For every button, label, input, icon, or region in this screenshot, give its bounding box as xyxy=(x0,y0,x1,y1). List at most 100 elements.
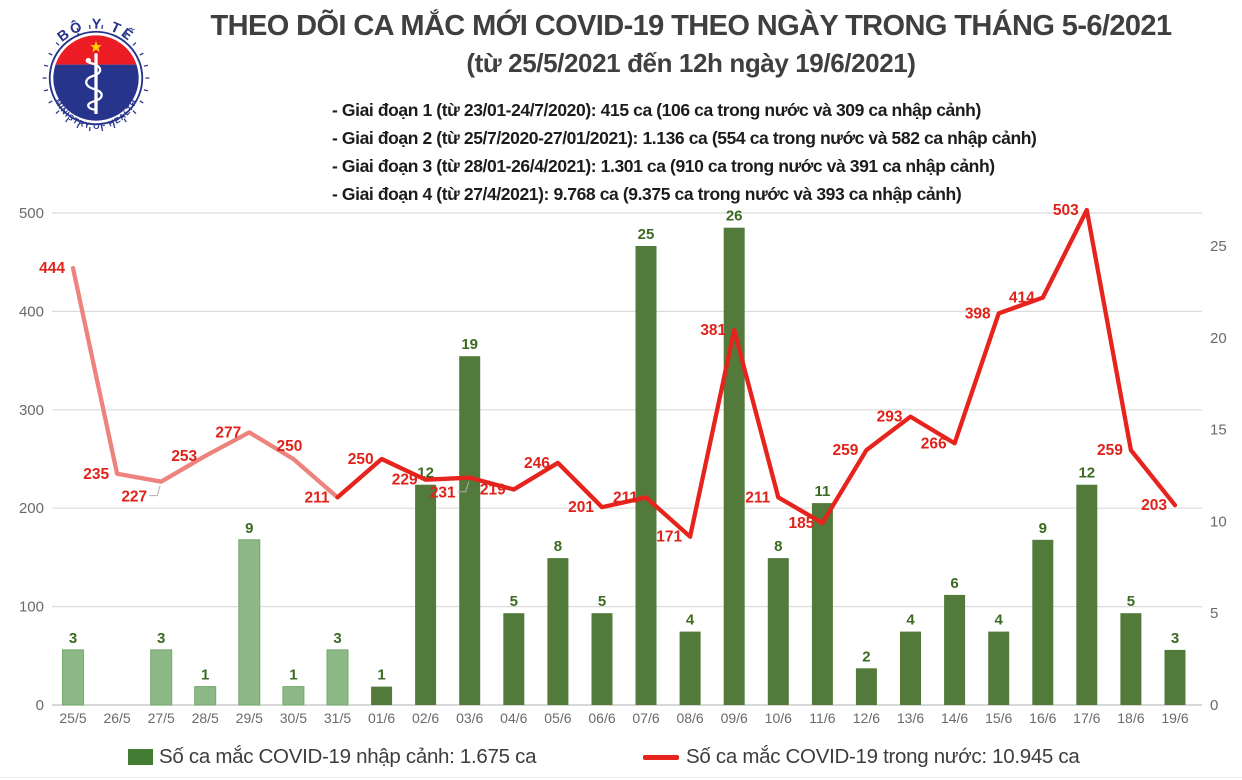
date-label: 02/6 xyxy=(412,710,439,726)
left-axis-tick-label: 500 xyxy=(19,205,44,222)
date-label: 19/6 xyxy=(1161,710,1188,726)
label-leader-line xyxy=(457,481,470,493)
logo-tick xyxy=(101,126,104,132)
left-axis-tick-label: 300 xyxy=(19,402,44,419)
bar xyxy=(150,649,173,706)
bar xyxy=(415,484,437,705)
bar xyxy=(194,686,217,706)
bar-value-label: 8 xyxy=(774,538,782,555)
date-label: 13/6 xyxy=(897,710,924,726)
right-axis-tick-label: 25 xyxy=(1210,238,1227,255)
gridlines xyxy=(52,212,1202,706)
date-label: 29/5 xyxy=(236,710,263,726)
logo-tick xyxy=(43,64,49,67)
date-label: 31/5 xyxy=(324,710,351,726)
logo-tick xyxy=(112,27,116,33)
bar-value-label: 2 xyxy=(862,648,870,665)
line-value-label: 253 xyxy=(171,448,197,465)
date-label: 17/6 xyxy=(1073,710,1100,726)
date-label: 30/5 xyxy=(280,710,307,726)
bar-value-label: 26 xyxy=(726,208,743,225)
legend-imported-cases: Số ca mắc COVID-19 nhập cảnh: 1.675 ca xyxy=(128,744,536,770)
left-axis-tick-label: 100 xyxy=(19,599,44,616)
line-value-label: 235 xyxy=(83,466,109,483)
bar xyxy=(635,246,657,705)
page-title: THEO DÕI CA MẮC MỚI COVID-19 THEO NGÀY T… xyxy=(210,10,1173,42)
date-label: 11/6 xyxy=(809,710,835,726)
bar-value-label: 3 xyxy=(333,630,341,647)
bar xyxy=(371,686,393,705)
line-legend-swatch xyxy=(643,754,679,760)
label-leader-line xyxy=(149,485,161,497)
left-axis-tick-label: 200 xyxy=(19,500,44,517)
line-value-label: 203 xyxy=(1141,497,1167,514)
logo-tick xyxy=(101,24,104,30)
logo-tick xyxy=(65,33,69,38)
bar xyxy=(326,649,349,706)
bar-value-label: 3 xyxy=(157,630,165,647)
case-line-june xyxy=(335,207,1178,539)
bar xyxy=(591,613,613,705)
bar-value-label: 9 xyxy=(1039,520,1047,537)
phase-line-2: - Giai đoạn 2 (từ 25/7/2020-27/01/2021):… xyxy=(332,128,1037,148)
bar xyxy=(1164,649,1186,705)
logo-tick xyxy=(132,42,137,46)
line-value-label: 201 xyxy=(568,499,594,516)
logo-tick xyxy=(88,24,91,30)
line-value-label: 293 xyxy=(877,409,903,426)
right-axis-tick-label: 5 xyxy=(1210,605,1218,622)
bar xyxy=(1076,484,1098,705)
line-value-label: 277 xyxy=(215,424,241,441)
bar-value-label: 4 xyxy=(686,612,695,629)
bar xyxy=(547,558,569,705)
right-axis-tick-label: 20 xyxy=(1210,330,1227,347)
line-value-label: 246 xyxy=(524,455,550,472)
line-value-label: 414 xyxy=(1009,290,1035,307)
logo-tick xyxy=(55,42,60,46)
line-value-label: 398 xyxy=(965,305,991,322)
bar xyxy=(900,631,921,705)
line-value-label: 171 xyxy=(656,529,682,546)
logo-tick xyxy=(48,100,53,104)
line-value-label: 211 xyxy=(745,489,770,506)
date-label: 03/6 xyxy=(456,710,483,726)
bar-value-label: 1 xyxy=(289,667,297,684)
line-value-label: 185 xyxy=(789,515,815,532)
bar xyxy=(238,539,261,706)
date-label: 10/6 xyxy=(765,710,792,726)
line-value-label: 266 xyxy=(921,435,947,452)
logo-tick xyxy=(143,64,149,67)
logo-tick xyxy=(88,126,91,132)
logo-tick xyxy=(112,123,116,129)
phase-line-4: - Giai đoạn 4 (từ 27/4/2021): 9.768 ca (… xyxy=(332,184,962,204)
ministry-of-health-emblem-icon: BỘ Y TẾ MINISTRY OF HEALTH xyxy=(42,16,150,132)
bar xyxy=(282,686,305,706)
legend-domestic-cases: Số ca mắc COVID-19 trong nước: 10.945 ca xyxy=(643,744,1080,770)
case-line-may xyxy=(70,265,340,500)
logo-tick xyxy=(143,89,149,92)
bar xyxy=(679,631,701,705)
line-value-label: 259 xyxy=(833,442,859,459)
legend-domestic-label: Số ca mắc COVID-19 trong nước: 10.945 ca xyxy=(686,745,1080,768)
date-label: 07/6 xyxy=(632,710,659,726)
date-label: 05/6 xyxy=(544,710,571,726)
date-label: 18/6 xyxy=(1117,710,1144,726)
phase-line-3: - Giai đoạn 3 (từ 28/01-26/4/2021): 1.30… xyxy=(332,156,995,176)
bar-value-label: 9 xyxy=(245,520,253,537)
bar xyxy=(1032,539,1054,705)
bar-value-label: 11 xyxy=(814,483,830,500)
date-axis: 25/5 26/5 27/5 28/5 29/5 30/5 31/5 01/6 02/6 03/6… xyxy=(59,710,1188,726)
bar-value-label: 4 xyxy=(906,612,915,629)
ministry-of-health-logo: BỘ Y TẾ MINISTRY OF HEALTH xyxy=(34,4,158,150)
line-value-label: 444 xyxy=(39,260,65,277)
line-value-label: 259 xyxy=(1097,442,1123,459)
date-label: 14/6 xyxy=(941,710,968,726)
bar-value-label: 19 xyxy=(461,336,478,353)
date-label: 04/6 xyxy=(500,710,527,726)
line-value-label: 381 xyxy=(700,322,726,339)
chart-header: THEO DÕI CA MẮC MỚI COVID-19 THEO NGÀY T… xyxy=(168,8,1214,80)
bar-value-label: 5 xyxy=(1127,593,1135,610)
